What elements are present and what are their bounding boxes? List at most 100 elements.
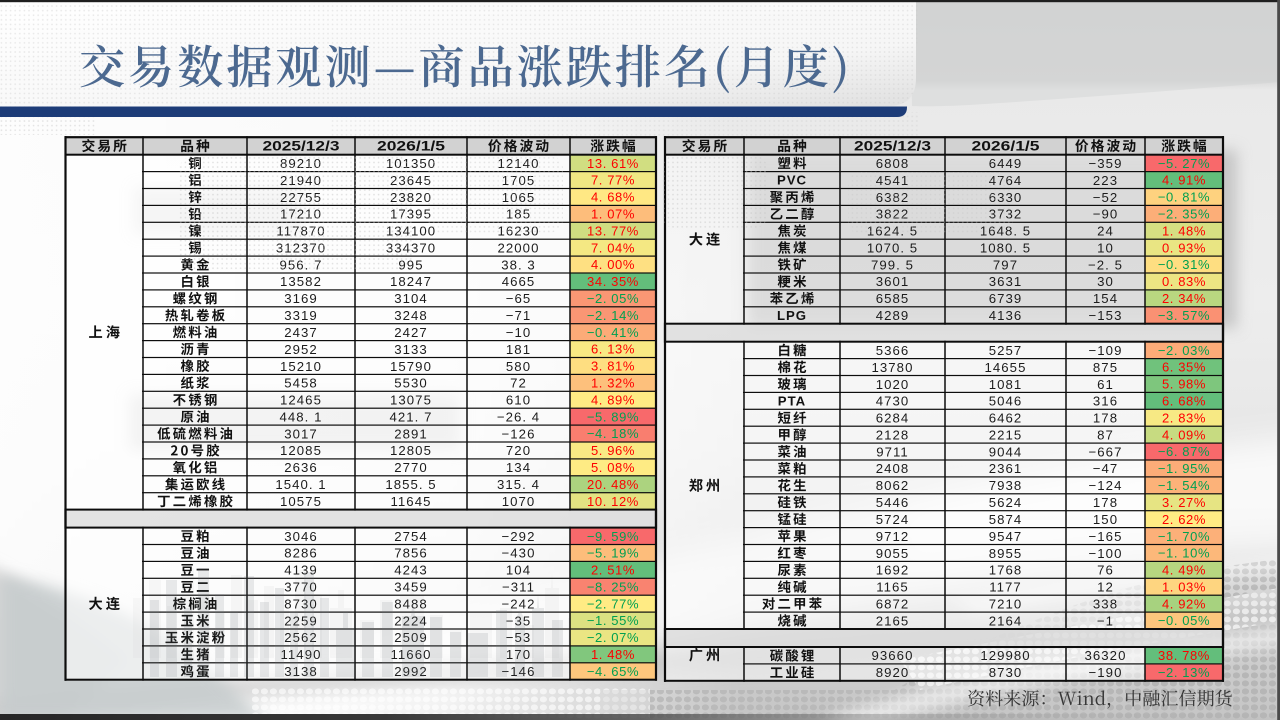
svg-text:3319: 3319 bbox=[284, 308, 318, 323]
svg-text:1540. 1: 1540. 1 bbox=[275, 477, 326, 492]
svg-text:−1. 54%: −1. 54% bbox=[1158, 478, 1210, 493]
svg-text:12: 12 bbox=[1097, 580, 1114, 595]
svg-text:6. 68%: 6. 68% bbox=[1162, 394, 1206, 409]
svg-text:4136: 4136 bbox=[989, 308, 1023, 323]
svg-text:6585: 6585 bbox=[876, 291, 910, 306]
svg-text:3017: 3017 bbox=[284, 426, 318, 441]
svg-text:−667: −667 bbox=[1089, 444, 1123, 459]
svg-text:3248: 3248 bbox=[394, 308, 428, 323]
svg-text:LPG: LPG bbox=[777, 308, 807, 323]
svg-text:76: 76 bbox=[1097, 563, 1114, 578]
svg-text:−2. 5: −2. 5 bbox=[1088, 257, 1123, 272]
svg-text:4. 89%: 4. 89% bbox=[591, 392, 635, 407]
svg-text:24: 24 bbox=[1097, 224, 1114, 239]
svg-text:8955: 8955 bbox=[989, 546, 1023, 561]
svg-text:−1. 55%: −1. 55% bbox=[587, 613, 639, 628]
svg-text:5257: 5257 bbox=[989, 343, 1023, 358]
svg-text:3459: 3459 bbox=[394, 580, 428, 595]
svg-text:316: 316 bbox=[1093, 394, 1118, 409]
svg-text:170: 170 bbox=[506, 647, 531, 662]
svg-text:−4. 65%: −4. 65% bbox=[587, 664, 639, 679]
svg-text:338: 338 bbox=[1093, 596, 1118, 611]
svg-text:22000: 22000 bbox=[498, 240, 540, 255]
svg-text:7. 77%: 7. 77% bbox=[591, 173, 635, 188]
svg-text:13075: 13075 bbox=[390, 393, 432, 408]
svg-text:−292: −292 bbox=[502, 529, 536, 544]
svg-text:2128: 2128 bbox=[876, 427, 910, 442]
svg-text:315. 4: 315. 4 bbox=[497, 477, 540, 492]
svg-text:9712: 9712 bbox=[876, 529, 910, 544]
svg-text:−0. 41%: −0. 41% bbox=[587, 325, 639, 340]
svg-text:2224: 2224 bbox=[394, 613, 428, 628]
svg-text:−2. 14%: −2. 14% bbox=[587, 308, 639, 323]
svg-text:13582: 13582 bbox=[280, 274, 322, 289]
svg-text:7856: 7856 bbox=[394, 546, 428, 561]
svg-text:1165: 1165 bbox=[876, 580, 909, 595]
svg-text:2509: 2509 bbox=[394, 630, 428, 645]
svg-text:1020: 1020 bbox=[876, 377, 910, 392]
svg-text:8286: 8286 bbox=[284, 546, 318, 561]
svg-text:797: 797 bbox=[993, 257, 1018, 272]
svg-text:1. 03%: 1. 03% bbox=[1162, 580, 1206, 595]
svg-text:−3. 57%: −3. 57% bbox=[1158, 308, 1210, 323]
svg-text:2. 34%: 2. 34% bbox=[1162, 291, 1206, 306]
svg-text:−9. 59%: −9. 59% bbox=[587, 529, 639, 544]
svg-text:−126: −126 bbox=[502, 426, 536, 441]
svg-text:6. 35%: 6. 35% bbox=[1162, 360, 1206, 375]
svg-text:2891: 2891 bbox=[394, 426, 428, 441]
svg-text:10. 12%: 10. 12% bbox=[587, 494, 639, 509]
svg-text:9711: 9711 bbox=[876, 444, 909, 459]
svg-text:223: 223 bbox=[1093, 173, 1118, 188]
svg-text:−52: −52 bbox=[1093, 190, 1119, 205]
svg-text:5624: 5624 bbox=[989, 495, 1023, 510]
svg-text:2215: 2215 bbox=[989, 427, 1023, 442]
svg-text:12465: 12465 bbox=[280, 393, 322, 408]
svg-text:−311: −311 bbox=[502, 580, 535, 595]
svg-text:2165: 2165 bbox=[876, 613, 910, 628]
svg-text:13. 77%: 13. 77% bbox=[587, 223, 639, 238]
svg-text:−0. 05%: −0. 05% bbox=[1158, 613, 1210, 628]
svg-text:3. 81%: 3. 81% bbox=[591, 359, 635, 374]
svg-text:1177: 1177 bbox=[989, 580, 1022, 595]
svg-text:13. 61%: 13. 61% bbox=[587, 156, 639, 171]
svg-text:−71: −71 bbox=[506, 308, 532, 323]
svg-text:13780: 13780 bbox=[872, 360, 914, 375]
svg-text:875: 875 bbox=[1093, 360, 1118, 375]
svg-text:−242: −242 bbox=[502, 596, 536, 611]
svg-text:4. 00%: 4. 00% bbox=[591, 257, 635, 272]
svg-text:38. 78%: 38. 78% bbox=[1158, 648, 1210, 663]
svg-text:14655: 14655 bbox=[985, 360, 1027, 375]
svg-text:2754: 2754 bbox=[394, 529, 428, 544]
svg-text:2437: 2437 bbox=[284, 325, 318, 340]
svg-text:8730: 8730 bbox=[989, 665, 1023, 680]
svg-text:134: 134 bbox=[506, 460, 531, 475]
svg-text:−53: −53 bbox=[506, 630, 532, 645]
svg-text:−124: −124 bbox=[1089, 478, 1123, 493]
svg-text:6449: 6449 bbox=[989, 156, 1023, 171]
svg-text:3046: 3046 bbox=[284, 529, 318, 544]
svg-text:−359: −359 bbox=[1089, 156, 1123, 171]
svg-text:2. 83%: 2. 83% bbox=[1162, 410, 1206, 425]
svg-text:10: 10 bbox=[1097, 240, 1114, 255]
svg-text:−90: −90 bbox=[1093, 207, 1119, 222]
svg-text:5046: 5046 bbox=[989, 394, 1023, 409]
svg-text:6284: 6284 bbox=[876, 411, 910, 426]
svg-text:4. 68%: 4. 68% bbox=[591, 190, 635, 205]
svg-text:5. 96%: 5. 96% bbox=[591, 443, 635, 458]
svg-text:−0. 31%: −0. 31% bbox=[1158, 257, 1210, 272]
svg-text:18247: 18247 bbox=[390, 274, 432, 289]
svg-text:8730: 8730 bbox=[284, 596, 318, 611]
svg-text:PTA: PTA bbox=[778, 394, 806, 409]
svg-text:4. 09%: 4. 09% bbox=[1162, 427, 1206, 442]
svg-text:1855. 5: 1855. 5 bbox=[385, 477, 436, 492]
svg-text:1070. 5: 1070. 5 bbox=[867, 240, 918, 255]
svg-text:−2. 13%: −2. 13% bbox=[1158, 665, 1210, 680]
svg-text:20. 48%: 20. 48% bbox=[587, 477, 639, 492]
svg-text:3169: 3169 bbox=[284, 291, 318, 306]
svg-text:7210: 7210 bbox=[989, 596, 1023, 611]
svg-text:72: 72 bbox=[510, 376, 527, 391]
svg-text:7938: 7938 bbox=[989, 478, 1023, 493]
svg-text:3631: 3631 bbox=[989, 274, 1023, 289]
svg-text:0. 93%: 0. 93% bbox=[1162, 240, 1206, 255]
svg-text:178: 178 bbox=[1093, 495, 1118, 510]
